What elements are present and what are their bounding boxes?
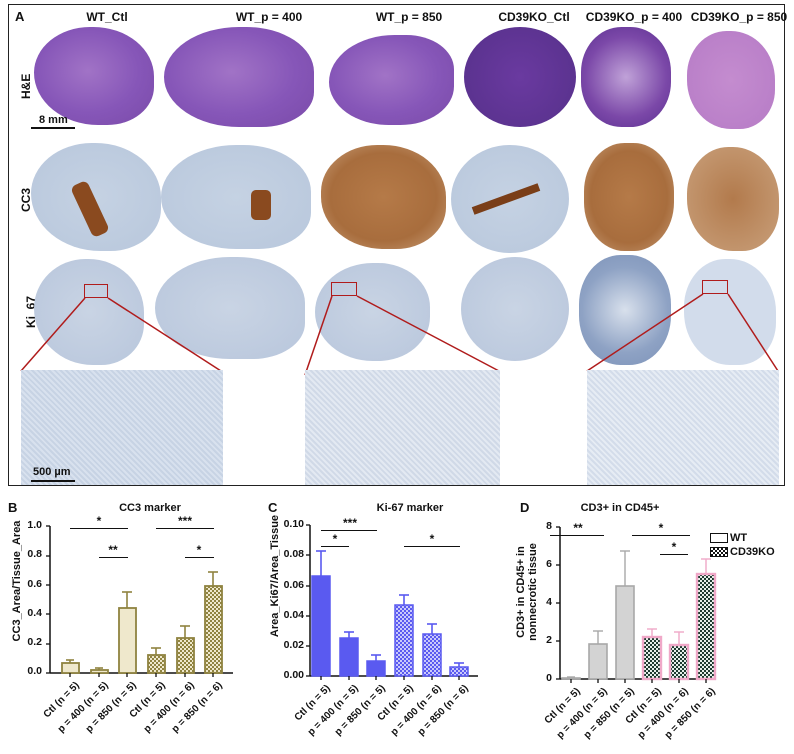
- legend-label: WT: [730, 532, 748, 544]
- legend-swatch-checkered-icon: [710, 547, 728, 558]
- chart-b-ytick: 0.0: [27, 665, 42, 677]
- cc3-image-cd39ko-p850: [687, 147, 779, 251]
- significance-star: **: [108, 543, 118, 557]
- cc3-image-cd39ko-p400: [584, 143, 674, 251]
- ki67-image-wt-p850: [315, 263, 430, 361]
- column-title-wt-ctl: WT_Ctl: [86, 10, 128, 24]
- chart-d-plot: [556, 526, 717, 683]
- chart-c-ytick: 0.02: [283, 639, 304, 651]
- chart-c-plot: [306, 524, 478, 680]
- ki67-image-cd39ko-p850: [684, 259, 776, 365]
- chart-d-ytick: 4: [546, 596, 552, 608]
- he-image-wt-p850: [329, 35, 454, 125]
- significance-bar: [70, 528, 128, 529]
- significance-bar: [550, 535, 604, 536]
- zoom-connector-lines: [20, 293, 779, 376]
- chart-b-cc3: B CC3 marker CC3_Area/Tissue_Area 0.0 0.…: [0, 490, 260, 754]
- chart-c-ki67: C Ki-67 marker Area_Ki67/Area_Tissue 0.0…: [260, 490, 520, 754]
- ki67-image-wt-p400: [155, 257, 305, 359]
- panel-a-histology: A WT_Ctl WT_p = 400 WT_p = 850 CD39KO_Ct…: [8, 4, 787, 486]
- significance-bar: [156, 528, 214, 529]
- cc3-image-wt-p400: [161, 145, 311, 249]
- chart-b-plot: [46, 525, 233, 677]
- chart-d-cd3: D CD3+ in CD45+ CD3+ in CD45+ in nonnecr…: [515, 490, 794, 754]
- column-title-cd39ko-p400: CD39KO_p = 400: [585, 10, 683, 24]
- significance-star: *: [196, 543, 202, 557]
- chart-d-ytick: 6: [546, 558, 552, 570]
- chart-c-ytick: 0.08: [283, 548, 304, 560]
- significance-bar: [321, 530, 377, 531]
- ki67-inset-wt-p850: [305, 370, 500, 485]
- he-image-cd39ko-p400: [581, 27, 671, 127]
- chart-b-ytick: 0.4: [27, 607, 42, 619]
- significance-star: *: [671, 540, 677, 554]
- he-image-cd39ko-ctl: [464, 27, 576, 127]
- column-title-wt-p850: WT_p = 850: [375, 10, 443, 24]
- significance-star: *: [96, 514, 102, 528]
- cc3-image-wt-p850: [321, 145, 446, 249]
- chart-b-ytick: 0.6: [27, 578, 42, 590]
- chart-b-title: CC3 marker: [119, 502, 181, 514]
- cc3-image-cd39ko-ctl: [451, 145, 569, 253]
- chart-d-title: CD3+ in CD45+: [580, 502, 660, 514]
- significance-star: *: [332, 532, 338, 546]
- he-image-cd39ko-p850: [687, 31, 775, 129]
- scale-bar-8mm-label: 8 mm: [39, 114, 68, 126]
- ki67-image-wt-ctl: [34, 259, 144, 365]
- panel-a-label: A: [15, 9, 25, 24]
- significance-star: *: [429, 532, 435, 546]
- chart-c-ytick: 0.00: [283, 669, 304, 681]
- scale-bar-500um-label: 500 µm: [33, 466, 71, 478]
- significance-star: ***: [177, 514, 192, 528]
- significance-star: *: [658, 521, 664, 535]
- zoom-region-box-wt-p850: [331, 282, 357, 296]
- zoom-region-box-cd39ko-p850: [702, 280, 728, 294]
- significance-bar: [660, 554, 688, 555]
- significance-bar: [185, 557, 214, 558]
- ki67-inset-cd39ko-p850: [587, 370, 779, 485]
- legend-swatch-solid-icon: [710, 533, 728, 544]
- chart-b-ytick: 1.0: [27, 519, 42, 531]
- chart-b-ytick: 0.8: [27, 548, 42, 560]
- scale-bar-500um: [31, 480, 75, 482]
- significance-bar: [99, 557, 128, 558]
- chart-b-ytick: 0.2: [27, 636, 42, 648]
- chart-d-ytick: 8: [546, 520, 552, 532]
- significance-bar: [632, 535, 690, 536]
- significance-bar: [321, 546, 349, 547]
- legend-label: CD39KO: [730, 546, 775, 558]
- column-title-cd39ko-ctl: CD39KO_Ctl: [498, 10, 570, 24]
- legend-item-wt: WT: [710, 532, 747, 544]
- column-title-wt-p400: WT_p = 400: [235, 10, 303, 24]
- chart-d-ytick: 0: [546, 672, 552, 684]
- panel-b-label: B: [8, 500, 18, 515]
- zoom-region-box-wt-ctl: [84, 284, 108, 298]
- column-title-cd39ko-p850: CD39KO_p = 850: [690, 10, 788, 24]
- he-image-wt-p400: [164, 27, 314, 127]
- chart-c-ytick: 0.06: [283, 579, 304, 591]
- chart-d-ytick: 2: [546, 634, 552, 646]
- ki67-inset-wt-ctl: [21, 370, 223, 485]
- he-image-wt-ctl: [34, 27, 154, 125]
- scale-bar-8mm: [31, 127, 75, 129]
- chart-c-title: Ki-67 marker: [376, 502, 444, 514]
- ki67-image-cd39ko-ctl: [461, 257, 569, 361]
- chart-c-ytick: 0.10: [283, 518, 304, 530]
- panel-d-label: D: [520, 500, 530, 515]
- significance-star: ***: [342, 516, 357, 530]
- legend-item-cd39ko: CD39KO: [710, 546, 775, 558]
- significance-bar: [404, 546, 460, 547]
- significance-star: **: [573, 521, 583, 535]
- chart-c-ytick: 0.04: [283, 609, 304, 621]
- cc3-image-wt-ctl: [31, 143, 161, 251]
- panel-c-label: C: [268, 500, 278, 515]
